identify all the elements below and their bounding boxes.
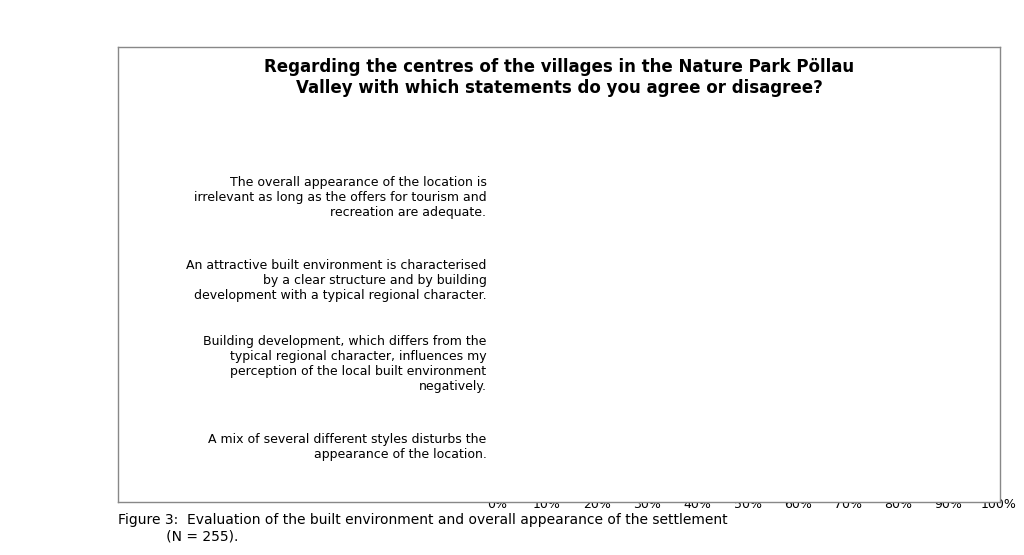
Bar xyxy=(748,175,973,219)
Bar xyxy=(497,259,632,302)
Bar xyxy=(497,342,562,385)
Bar xyxy=(948,259,973,302)
Bar xyxy=(497,175,547,219)
Bar xyxy=(497,425,632,468)
Bar xyxy=(632,259,798,302)
Bar xyxy=(878,342,978,385)
Bar xyxy=(737,342,878,385)
Bar xyxy=(958,425,969,468)
Bar xyxy=(798,259,908,302)
Text: Figure 3:  Evaluation of the built environment and overall appearance of the set: Figure 3: Evaluation of the built enviro… xyxy=(118,513,727,543)
Bar xyxy=(978,342,988,385)
Text: The overall appearance of the location is
irrelevant as long as the offers for t: The overall appearance of the location i… xyxy=(194,175,486,219)
Text: Regarding the centres of the villages in the Nature Park Pöllau
Valley with whic: Regarding the centres of the villages in… xyxy=(264,58,854,97)
Bar xyxy=(632,425,772,468)
Text: An attractive built environment is characterised
by a clear structure and by bui: An attractive built environment is chara… xyxy=(186,259,486,302)
Bar xyxy=(898,425,958,468)
Bar xyxy=(562,342,737,385)
Text: A mix of several different styles disturbs the
appearance of the location.: A mix of several different styles distur… xyxy=(208,433,486,461)
Bar xyxy=(547,175,748,219)
Bar xyxy=(973,175,988,219)
Text: Building development, which differs from the
typical regional character, influen: Building development, which differs from… xyxy=(203,335,486,392)
Bar xyxy=(772,425,898,468)
Bar xyxy=(908,259,948,302)
